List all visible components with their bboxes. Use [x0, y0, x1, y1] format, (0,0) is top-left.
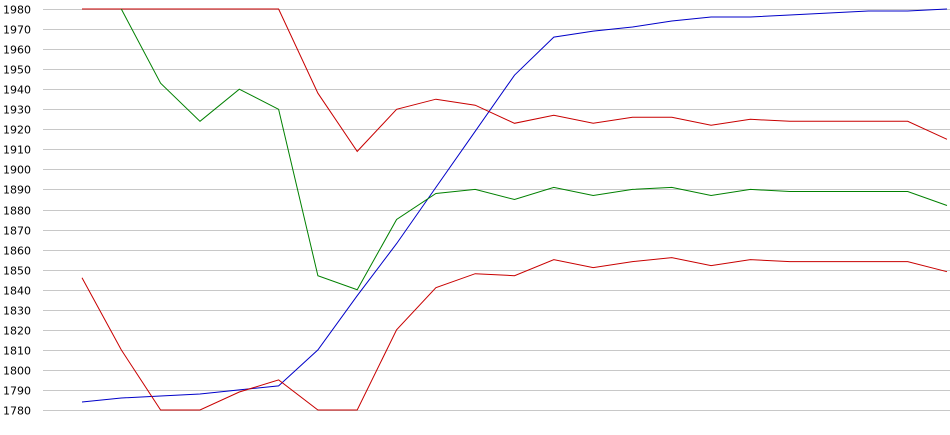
y-axis-tick-labels: 1980 1970 1960 1950 1940 1930 1920 1910 1900 1890… [3, 4, 31, 418]
y-tick-label: 1940 [3, 84, 31, 97]
y-tick-label: 1840 [3, 285, 31, 298]
y-tick-label: 1890 [3, 184, 31, 197]
data-series [81, 8, 948, 411]
y-tick-label: 1820 [3, 325, 31, 338]
gridlines [43, 9, 950, 411]
y-tick-label: 1870 [3, 225, 31, 238]
y-tick-label: 1970 [3, 24, 31, 37]
series-line-1 [81, 8, 948, 403]
y-tick-label: 1800 [3, 365, 31, 378]
y-tick-label: 1960 [3, 44, 31, 57]
y-tick-label: 1830 [3, 305, 31, 318]
y-tick-label: 1980 [3, 4, 31, 17]
y-tick-label: 1880 [3, 205, 31, 218]
series-line-3 [120, 8, 948, 291]
y-tick-label: 1790 [3, 385, 31, 398]
y-tick-label: 1950 [3, 64, 31, 77]
y-tick-label: 1810 [3, 345, 31, 358]
y-tick-label: 1900 [3, 164, 31, 177]
y-tick-label: 1780 [3, 405, 31, 418]
y-tick-label: 1910 [3, 144, 31, 157]
y-tick-label: 1860 [3, 245, 31, 258]
series-line-2 [82, 8, 948, 153]
series-line-4 [81, 257, 948, 411]
y-tick-label: 1920 [3, 124, 31, 137]
y-tick-label: 1850 [3, 265, 31, 278]
y-tick-label: 1930 [3, 104, 31, 117]
